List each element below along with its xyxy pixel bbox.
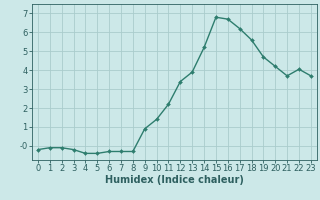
X-axis label: Humidex (Indice chaleur): Humidex (Indice chaleur) — [105, 175, 244, 185]
